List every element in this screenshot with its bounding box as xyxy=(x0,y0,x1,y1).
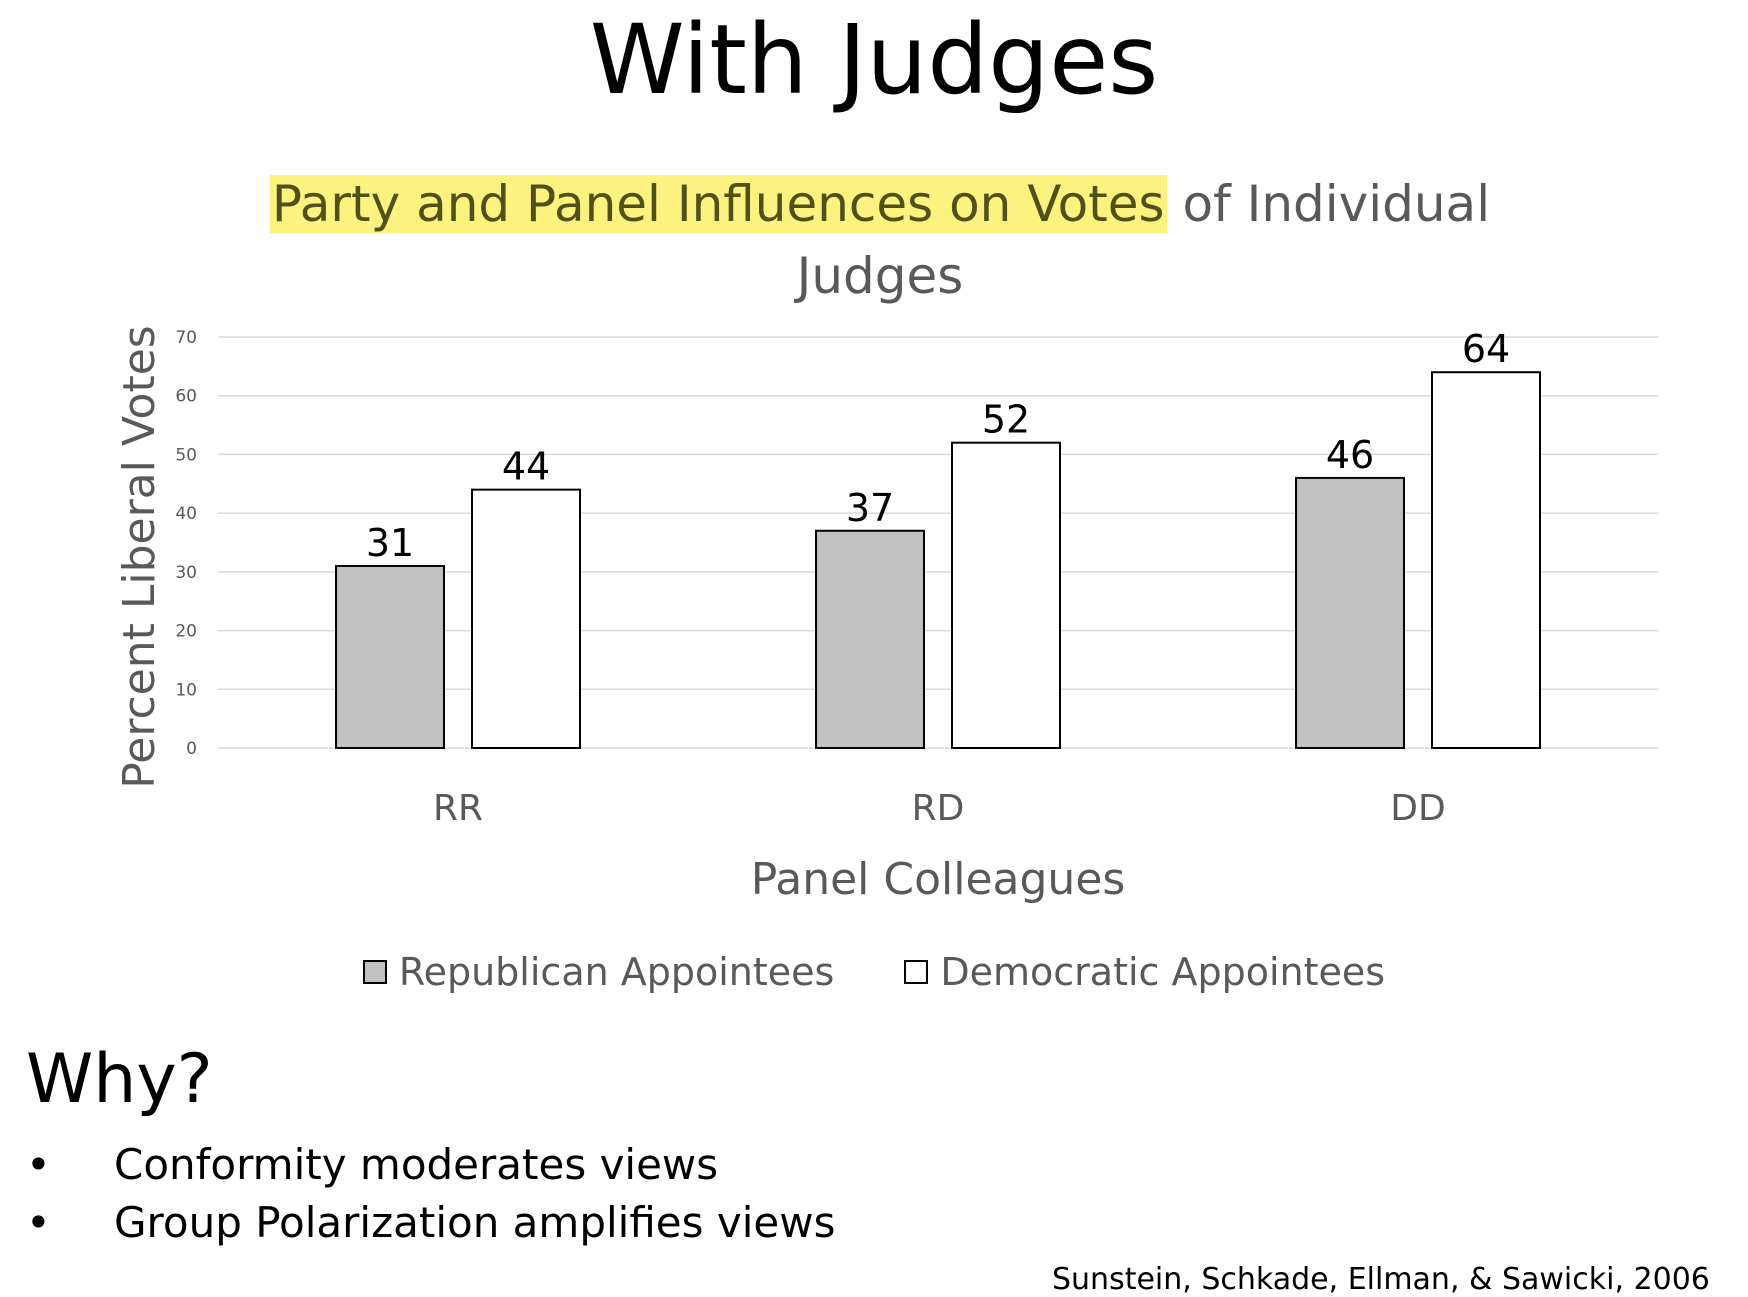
data-label: 44 xyxy=(502,445,550,489)
bar-rr-democratic xyxy=(471,488,581,750)
y-tick-label: 20 xyxy=(175,622,197,642)
data-label: 46 xyxy=(1326,433,1374,477)
citation: Sunstein, Schkade, Ellman, & Sawicki, 20… xyxy=(1052,1262,1710,1297)
legend: Republican Appointees Democratic Appoint… xyxy=(0,950,1748,994)
bar-rd-republican xyxy=(815,529,925,749)
legend-item-republican: Republican Appointees xyxy=(362,950,835,994)
chart-title: Party and Panel Influences on Votes of I… xyxy=(200,168,1560,312)
chart-title-highlight: Party and Panel Influences on Votes xyxy=(269,175,1167,233)
why-heading: Why? xyxy=(26,1040,213,1119)
legend-label-republican: Republican Appointees xyxy=(398,950,835,994)
y-axis-label: Percent Liberal Votes xyxy=(114,325,165,788)
y-tick-label: 60 xyxy=(175,387,197,407)
data-label: 37 xyxy=(846,486,894,530)
y-tick-label: 30 xyxy=(175,563,197,583)
bars xyxy=(335,371,1541,750)
category-label-rd: RD xyxy=(912,788,965,829)
data-label: 64 xyxy=(1462,327,1510,371)
y-tick-labels: 0 10 20 30 40 50 60 70 xyxy=(175,328,197,759)
bar-dd-democratic xyxy=(1431,371,1541,749)
x-axis-label: Panel Colleagues xyxy=(751,854,1126,905)
y-tick-label: 50 xyxy=(175,445,197,465)
category-labels: RR RD DD xyxy=(433,788,1446,829)
slide-title: With Judges xyxy=(589,4,1159,116)
bullet-item: • Group Polarization amplifies views xyxy=(26,1198,835,1247)
legend-swatch-republican xyxy=(362,960,387,984)
data-label: 31 xyxy=(366,521,414,565)
grid-lines xyxy=(218,336,1658,749)
bar-rr-republican xyxy=(335,564,445,749)
y-tick-label: 70 xyxy=(175,328,197,348)
bar-chart: 0 10 20 30 40 50 60 70 31 44 37 52 46 64 RR RD DD Perc… xyxy=(114,325,1658,905)
legend-label-democratic: Democratic Appointees xyxy=(940,950,1386,994)
y-tick-label: 0 xyxy=(186,739,197,759)
bullet-glyph: • xyxy=(26,1198,51,1247)
bullet-text: Group Polarization amplifies views xyxy=(114,1198,836,1247)
category-label-rr: RR xyxy=(433,788,483,829)
data-labels: 31 44 37 52 46 64 xyxy=(366,327,1510,565)
chart-title-rest: of Individual Judges xyxy=(796,175,1491,305)
y-tick-label: 10 xyxy=(175,680,197,700)
bullet-item: • Conformity moderates views xyxy=(26,1140,718,1189)
bullet-text: Conformity moderates views xyxy=(114,1140,719,1189)
legend-swatch-democratic xyxy=(904,960,929,984)
bar-rd-democratic xyxy=(951,441,1061,750)
y-tick-label: 40 xyxy=(175,504,197,524)
bullet-glyph: • xyxy=(26,1140,51,1189)
legend-item-democratic: Democratic Appointees xyxy=(904,950,1385,994)
data-label: 52 xyxy=(982,398,1030,442)
category-label-dd: DD xyxy=(1390,788,1445,829)
bar-dd-republican xyxy=(1295,476,1405,750)
